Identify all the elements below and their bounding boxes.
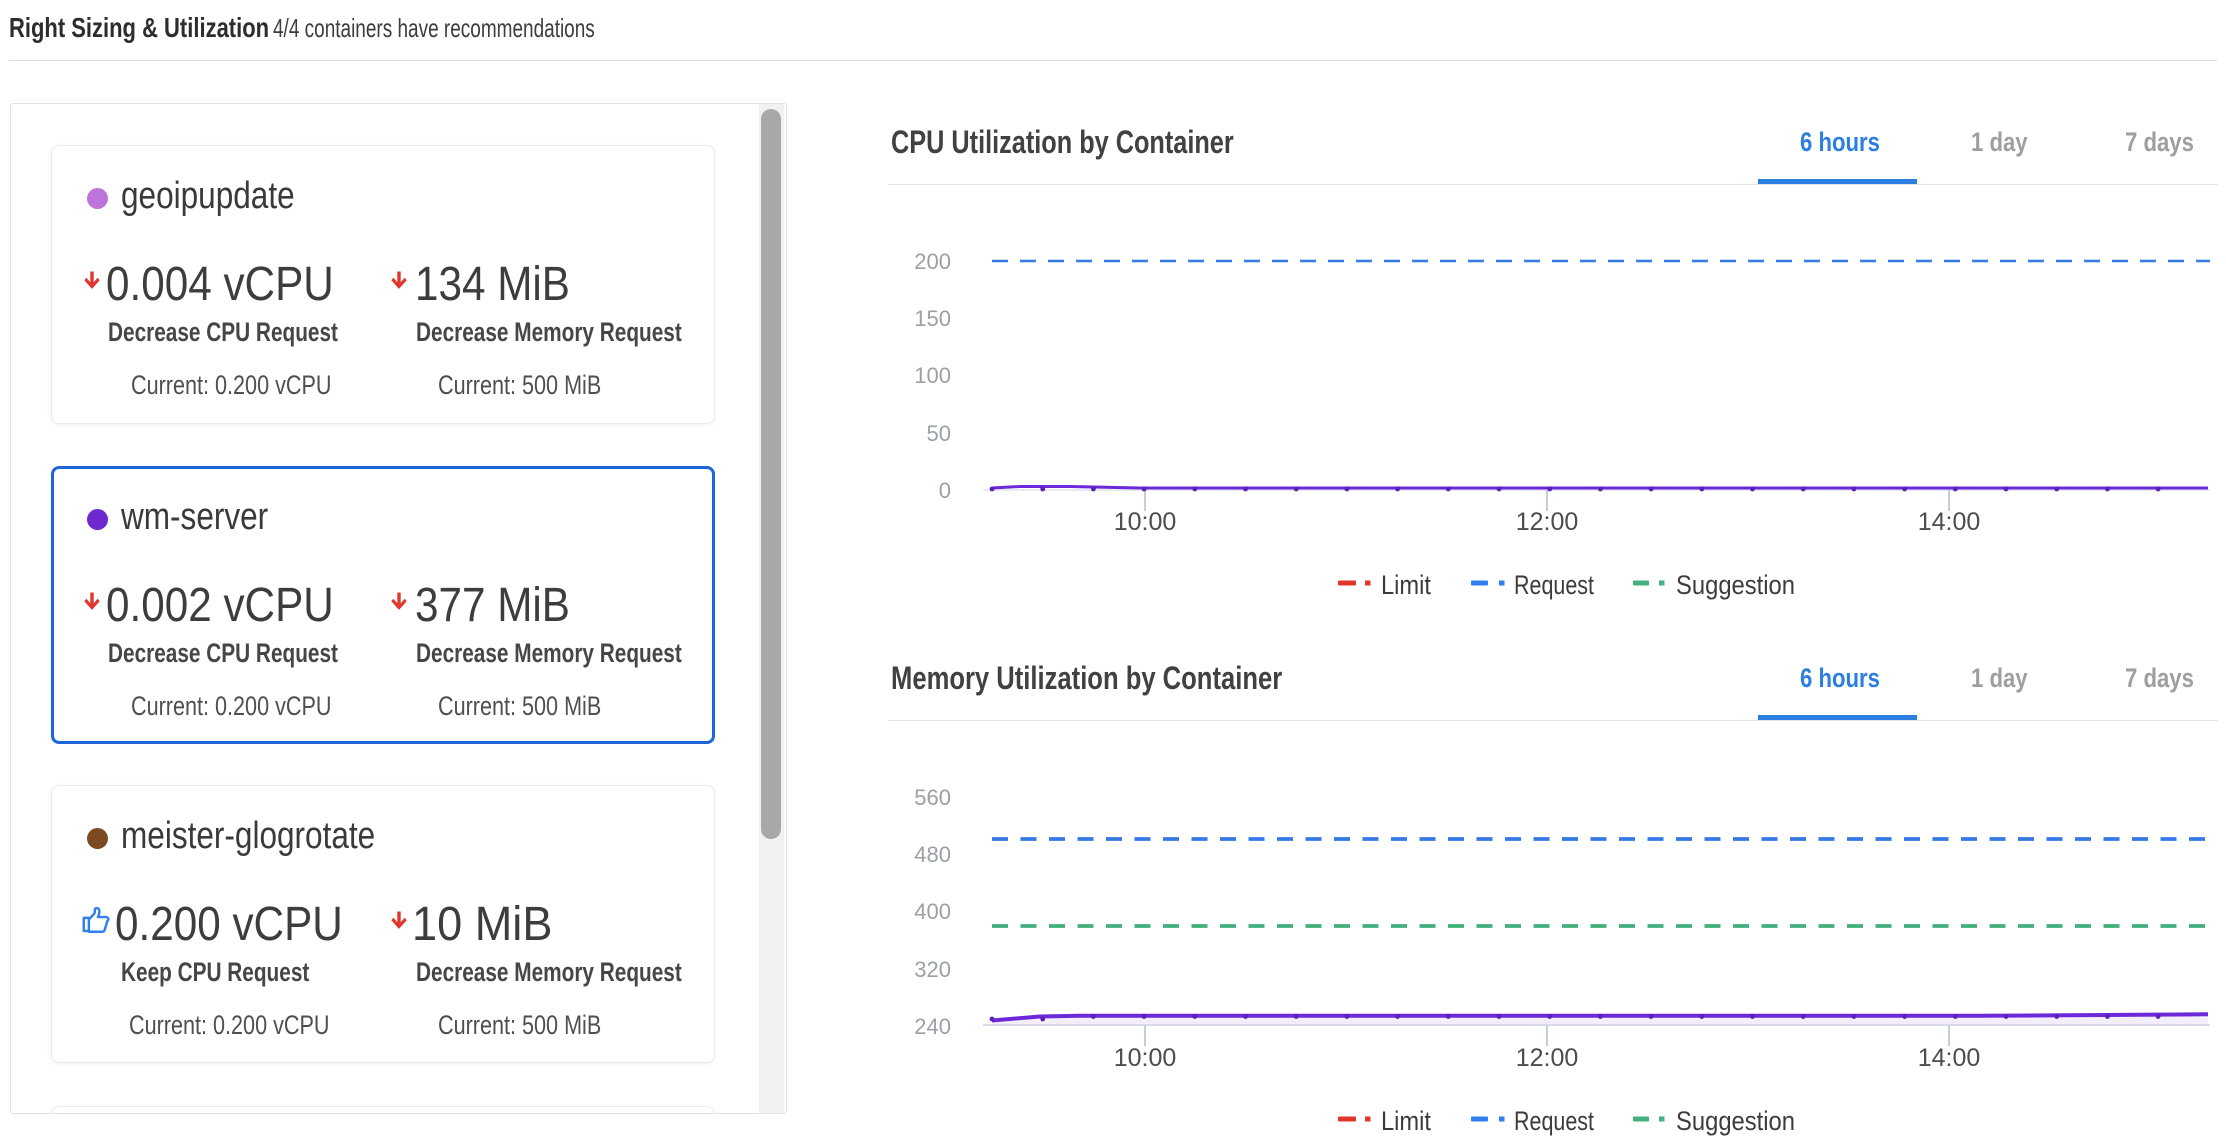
svg-text:150: 150 bbox=[914, 306, 951, 331]
svg-text:10:00: 10:00 bbox=[1114, 508, 1177, 536]
svg-text:Request: Request bbox=[1514, 1106, 1594, 1136]
svg-text:14:00: 14:00 bbox=[1918, 1044, 1981, 1072]
svg-text:320: 320 bbox=[914, 957, 951, 982]
svg-text:240: 240 bbox=[914, 1014, 951, 1039]
svg-text:100: 100 bbox=[914, 363, 951, 388]
svg-text:Suggestion: Suggestion bbox=[1676, 570, 1795, 600]
svg-text:Request: Request bbox=[1514, 570, 1594, 600]
svg-text:400: 400 bbox=[914, 899, 951, 924]
svg-text:200: 200 bbox=[914, 249, 951, 274]
svg-text:12:00: 12:00 bbox=[1516, 1044, 1579, 1072]
svg-text:10:00: 10:00 bbox=[1114, 1044, 1177, 1072]
svg-text:12:00: 12:00 bbox=[1516, 508, 1579, 536]
svg-text:50: 50 bbox=[927, 421, 951, 446]
svg-text:480: 480 bbox=[914, 842, 951, 867]
svg-text:Suggestion: Suggestion bbox=[1676, 1106, 1795, 1136]
svg-text:Limit: Limit bbox=[1381, 570, 1431, 600]
svg-text:0: 0 bbox=[939, 478, 951, 503]
svg-text:560: 560 bbox=[914, 785, 951, 810]
svg-text:14:00: 14:00 bbox=[1918, 508, 1981, 536]
svg-text:Limit: Limit bbox=[1381, 1106, 1431, 1136]
